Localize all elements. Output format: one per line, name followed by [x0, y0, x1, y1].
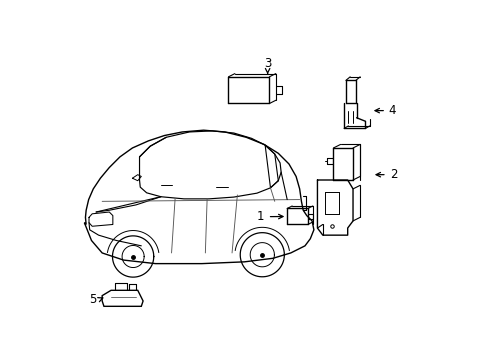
Text: 4: 4 — [388, 104, 395, 117]
Text: 2: 2 — [389, 168, 396, 181]
Text: 1: 1 — [256, 210, 264, 223]
Text: 3: 3 — [264, 57, 271, 71]
Text: 5: 5 — [89, 293, 97, 306]
